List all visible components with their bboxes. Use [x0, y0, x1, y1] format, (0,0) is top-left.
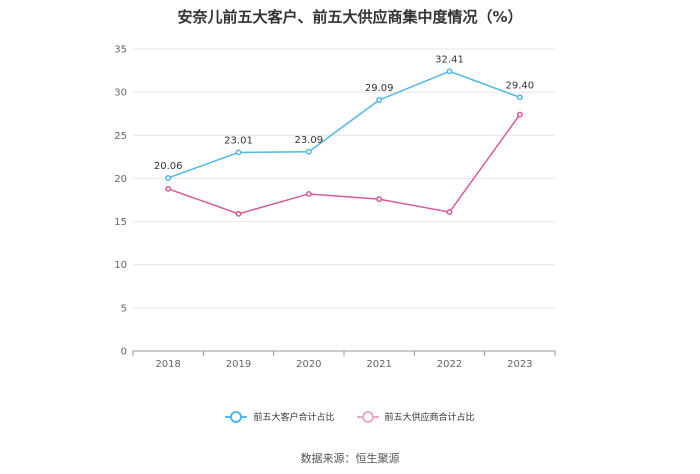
data-point — [446, 209, 453, 216]
y-tick-label: 35 — [114, 45, 127, 56]
y-tick-label: 10 — [114, 260, 127, 271]
x-tick-label: 2022 — [437, 359, 462, 370]
data-point — [516, 94, 523, 101]
x-tick-label: 2018 — [155, 359, 180, 370]
y-tick-label: 0 — [121, 347, 127, 358]
legend: 前五大客户合计占比 前五大供应商合计占比 — [0, 410, 700, 423]
y-tick-label: 5 — [121, 303, 127, 314]
data-point — [235, 149, 242, 156]
data-label: 23.01 — [224, 135, 253, 146]
legend-label-customers: 前五大客户合计占比 — [253, 413, 335, 423]
data-point — [235, 210, 242, 217]
chart-title: 安奈儿前五大客户、前五大供应商集中度情况（%） — [177, 8, 523, 26]
legend-item-customers[interactable]: 前五大客户合计占比 — [225, 410, 335, 423]
data-label: 29.09 — [365, 83, 394, 94]
data-point — [305, 191, 312, 197]
data-point — [165, 174, 172, 181]
data-point — [165, 185, 172, 192]
data-point — [376, 97, 383, 103]
y-tick-label: 20 — [114, 174, 127, 185]
legend-item-suppliers[interactable]: 前五大供应商合计占比 — [356, 410, 475, 423]
data-label: 23.09 — [295, 135, 324, 146]
series-line-1 — [167, 114, 521, 215]
data-label: 20.06 — [154, 161, 183, 172]
legend-label-suppliers: 前五大供应商合计占比 — [384, 413, 475, 423]
series-line-0 — [167, 70, 521, 179]
data-label: 32.41 — [435, 54, 464, 65]
data-point — [376, 196, 383, 203]
legend-swatch-suppliers — [356, 410, 379, 423]
data-point — [516, 111, 523, 118]
data-label: 29.40 — [506, 80, 535, 91]
legend-swatch-customers — [225, 410, 248, 423]
data-point — [446, 68, 453, 75]
y-tick-label: 25 — [114, 131, 127, 142]
y-tick-label: 15 — [114, 217, 127, 228]
y-tick-label: 30 — [114, 88, 127, 99]
x-tick-label: 2019 — [226, 359, 251, 370]
x-tick-label: 2021 — [366, 359, 391, 370]
data-point — [305, 148, 312, 155]
data-source: 数据来源：恒生聚源 — [300, 452, 400, 465]
x-tick-label: 2023 — [507, 359, 532, 370]
x-tick-label: 2020 — [296, 359, 321, 370]
